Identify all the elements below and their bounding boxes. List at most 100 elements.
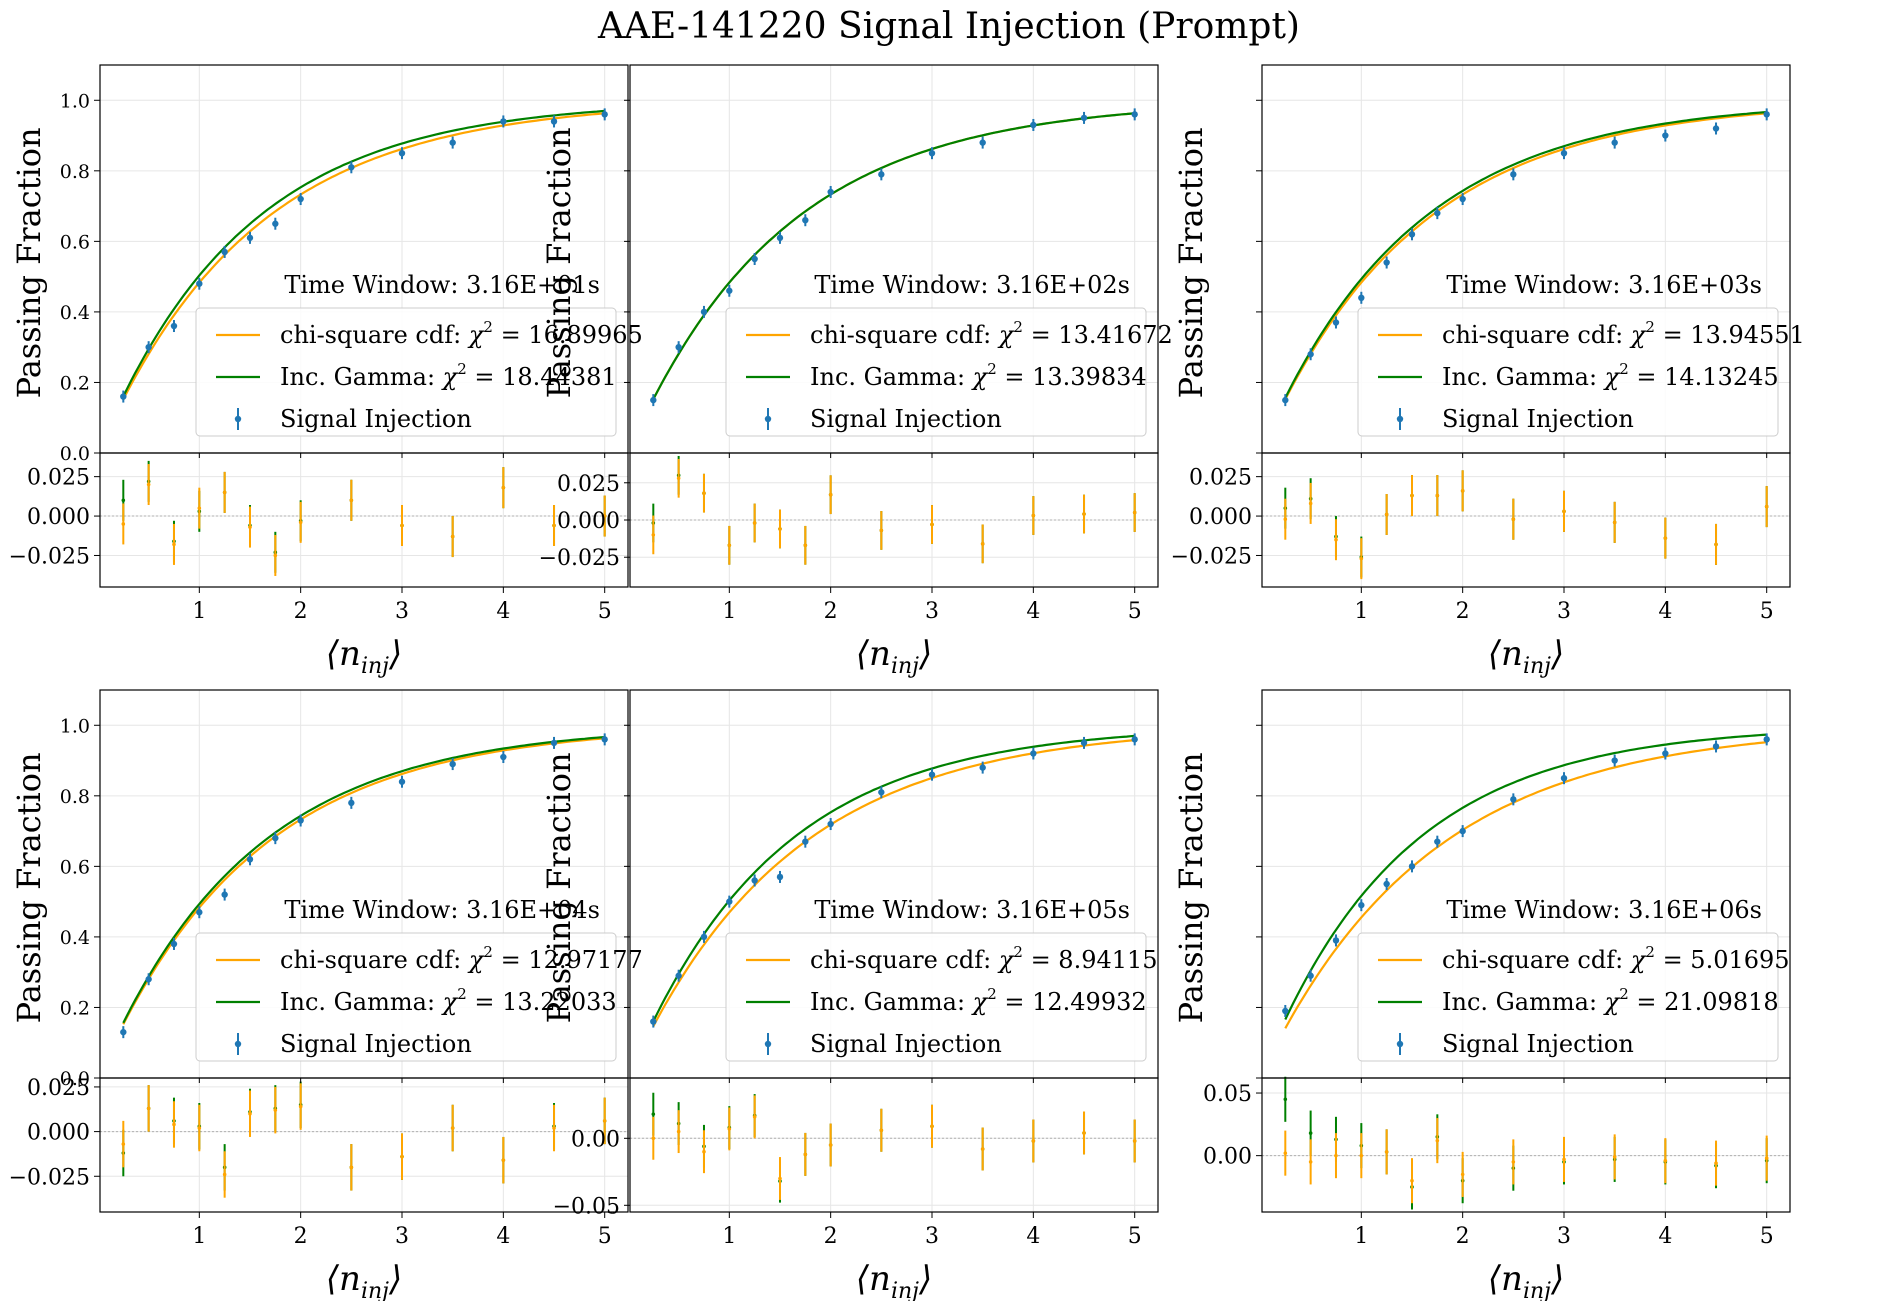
x-axis-label-close: ⟩ — [918, 1259, 932, 1299]
residual-chi-point — [1283, 1151, 1288, 1155]
legend-value: = 16.89965 — [493, 321, 643, 349]
legend-chi-exponent: 2 — [1013, 943, 1023, 961]
injection-point — [449, 139, 456, 146]
residual-gamma-point — [651, 1112, 656, 1116]
injection-point — [1662, 750, 1669, 757]
residual-chi-point — [1714, 542, 1718, 547]
subplot-5: 1 2 3 4 5 −0.05 0.00 Passing Fraction ⟨ninj⟩ Time… — [540, 689, 1159, 1301]
residual-chi-point — [1031, 1139, 1036, 1143]
injection-point — [675, 972, 682, 979]
legend-value: = 18.44381 — [467, 363, 617, 391]
residual-chi-point — [1612, 1155, 1617, 1159]
x-tick-label: 3 — [925, 1224, 939, 1249]
residual-chi-point — [450, 1126, 455, 1130]
residual-chi-point — [980, 1147, 985, 1151]
injection-point — [1459, 195, 1466, 203]
legend-chi-exponent: 2 — [1645, 318, 1655, 336]
x-axis-label: ⟨ninj⟩ — [856, 634, 932, 679]
legend-chi-exponent: 2 — [1013, 318, 1023, 336]
x-axis-label-subscript: inj — [361, 1279, 389, 1301]
y-axis-label: Passing Fraction — [540, 752, 578, 1023]
x-tick-label: 1 — [1354, 599, 1368, 624]
injection-point — [1383, 259, 1390, 266]
x-tick-label: 1 — [722, 1224, 736, 1249]
y-axis-label: Passing Fraction — [540, 127, 578, 398]
residual-chi-point — [248, 1111, 252, 1116]
legend-injection-label: Signal Injection — [280, 1030, 472, 1058]
injection-point — [802, 217, 809, 224]
residual-chi-point — [602, 514, 607, 518]
injection-point — [601, 736, 608, 743]
x-tick-label: 5 — [1128, 599, 1142, 624]
subplot-3: 1 2 3 4 5 −0.025 0.000 0.025 Passing Fraction ⟨ni… — [1171, 64, 1805, 679]
injection-point — [1307, 972, 1314, 979]
injection-point — [1131, 736, 1138, 743]
residual-y-tick-label: 0.025 — [1189, 466, 1252, 491]
x-tick-label: 2 — [294, 599, 308, 624]
injection-point — [550, 739, 558, 747]
x-axis-label-subscript: inj — [361, 654, 389, 679]
legend-chi-symbol: χ — [971, 363, 989, 391]
legend-prefix: chi-square cdf: — [280, 321, 469, 349]
residual-chi-point — [1132, 510, 1137, 515]
subplot-1: 0.0 0.2 0.4 0.6 0.8 1.0 1 2 3 4 5 −0.025 0.000 0.025 P… — [9, 64, 643, 679]
injection-point — [246, 856, 254, 863]
residual-chi-point — [298, 1104, 303, 1109]
legend-chi-symbol: χ — [467, 946, 485, 974]
legend-prefix: chi-square cdf: — [810, 946, 999, 974]
injection-point — [979, 764, 986, 771]
chi-square-cdf-line — [122, 737, 605, 1025]
residual-chi-point — [1308, 1160, 1313, 1164]
injection-point — [1030, 121, 1037, 129]
figure-title: AAE-141220 Signal Injection (Prompt) — [597, 6, 1300, 47]
residual-chi-point — [121, 1142, 126, 1146]
injection-point — [776, 873, 784, 881]
residual-chi-point — [1612, 520, 1617, 525]
x-tick-label: 3 — [1557, 1224, 1571, 1249]
legend-chi-symbol: χ — [997, 946, 1015, 974]
residual-chi-point — [676, 476, 681, 481]
residual-chi-point — [1562, 509, 1566, 514]
x-axis-label-close: ⟩ — [388, 634, 402, 674]
residual-chi-point — [501, 485, 506, 490]
residual-chi-point — [828, 492, 833, 497]
x-axis-label-close: ⟩ — [388, 1259, 402, 1299]
residual-chi-point — [1308, 501, 1313, 506]
legend-injection-label: Signal Injection — [1442, 1030, 1634, 1058]
legend-injection-marker — [234, 1040, 242, 1048]
legend-prefix: Inc. Gamma: — [280, 363, 443, 391]
residual-chi-point — [1435, 1138, 1440, 1143]
injection-point — [1560, 149, 1568, 157]
residual-chi-point — [501, 1158, 506, 1162]
legend-chi-label: chi-square cdf: χ2 = 8.94115 — [810, 943, 1158, 974]
inc-gamma-line — [122, 736, 605, 1024]
injection-point — [196, 909, 203, 916]
injection-point — [878, 789, 885, 796]
injection-point — [675, 343, 682, 351]
injection-point — [1282, 396, 1289, 404]
x-axis-label-close: ⟩ — [1550, 634, 1564, 674]
residual-chi-point — [879, 528, 884, 533]
injection-point — [1332, 319, 1340, 326]
x-axis-label: ⟨ninj⟩ — [326, 634, 402, 679]
residual-chi-point — [197, 1126, 202, 1130]
x-tick-label: 2 — [1456, 599, 1470, 624]
injection-point — [776, 234, 784, 242]
injection-point — [1510, 796, 1517, 803]
x-axis-label-main: ⟨n — [326, 1259, 361, 1299]
legend-value: = 8.94115 — [1023, 946, 1158, 974]
legend-chi-label: chi-square cdf: χ2 = 12.97177 — [280, 943, 643, 974]
injection-point — [120, 393, 127, 400]
inc-gamma-line — [652, 734, 1135, 1022]
y-tick-label: 1.0 — [60, 90, 90, 112]
residual-chi-point — [1764, 504, 1769, 509]
residual-chi-point — [602, 1119, 607, 1123]
residual-chi-point — [1562, 1157, 1566, 1162]
residual-chi-point — [1132, 1139, 1137, 1143]
injection-point — [1332, 937, 1340, 944]
legend-gamma-label: Inc. Gamma: χ2 = 12.49932 — [810, 985, 1147, 1016]
x-axis-label-main: ⟨n — [856, 634, 891, 674]
injection-point — [449, 760, 456, 768]
legend-gamma-label: Inc. Gamma: χ2 = 13.22033 — [280, 985, 617, 1016]
residual-chi-point — [1359, 556, 1364, 561]
